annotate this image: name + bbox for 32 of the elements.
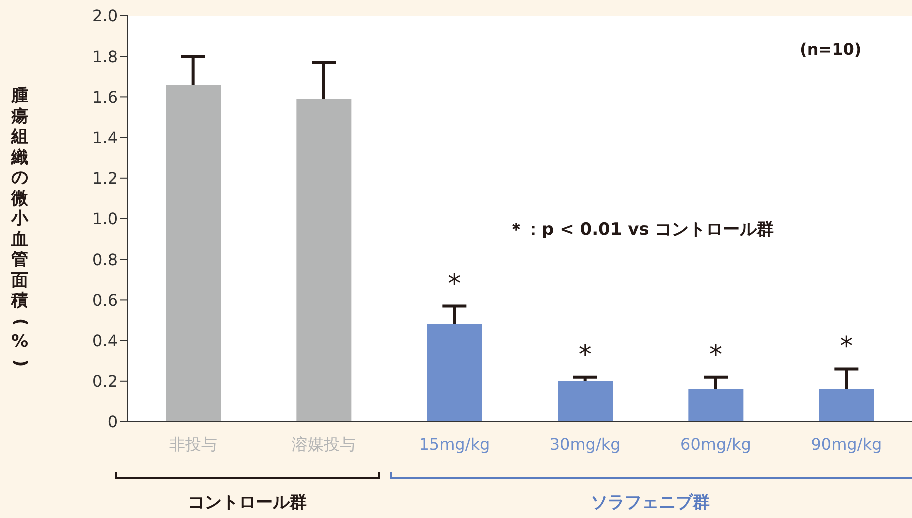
bar (296, 99, 352, 422)
annotation: ＊：p < 0.01 vs コントロール群 (508, 219, 774, 241)
annotation: * (840, 332, 854, 362)
bar (166, 85, 221, 422)
y-tick-label: 0.6 (92, 290, 118, 310)
annotation: (n=10) (800, 40, 862, 59)
x-tick-label: 90mg/kg (811, 435, 882, 454)
y-tick-label: 1.4 (92, 128, 118, 148)
bar (558, 381, 613, 422)
y-tick-label: 1.8 (92, 47, 118, 66)
x-tick-label: 溶媒投与 (292, 435, 356, 454)
text: 腫瘍組織の微小血管面積(%) (10, 86, 30, 367)
annotation: * (448, 269, 462, 300)
y-tick-label: 1.2 (92, 169, 118, 188)
x-tick-label: 30mg/kg (550, 435, 621, 454)
y-tick-label: 0 (108, 412, 118, 432)
x-tick-label: 60mg/kg (680, 435, 752, 454)
y-tick-label: 0.2 (92, 372, 118, 392)
x-tick-label: 15mg/kg (419, 435, 490, 454)
bar (819, 390, 874, 422)
y-tick-label: 0.4 (92, 331, 118, 350)
y-tick-label: 0.8 (92, 250, 118, 270)
text: コントロール群 (188, 493, 308, 513)
annotation: * (710, 340, 722, 370)
annotation: * (578, 340, 592, 370)
bar (688, 390, 744, 422)
bar (427, 324, 482, 422)
y-tick-label: 2.0 (92, 6, 118, 26)
y-tick-label: 1.0 (92, 210, 118, 229)
x-tick-label: 非投与 (169, 435, 218, 454)
text: ソラフェニブ群 (591, 493, 710, 513)
y-tick-label: 1.6 (92, 88, 118, 107)
